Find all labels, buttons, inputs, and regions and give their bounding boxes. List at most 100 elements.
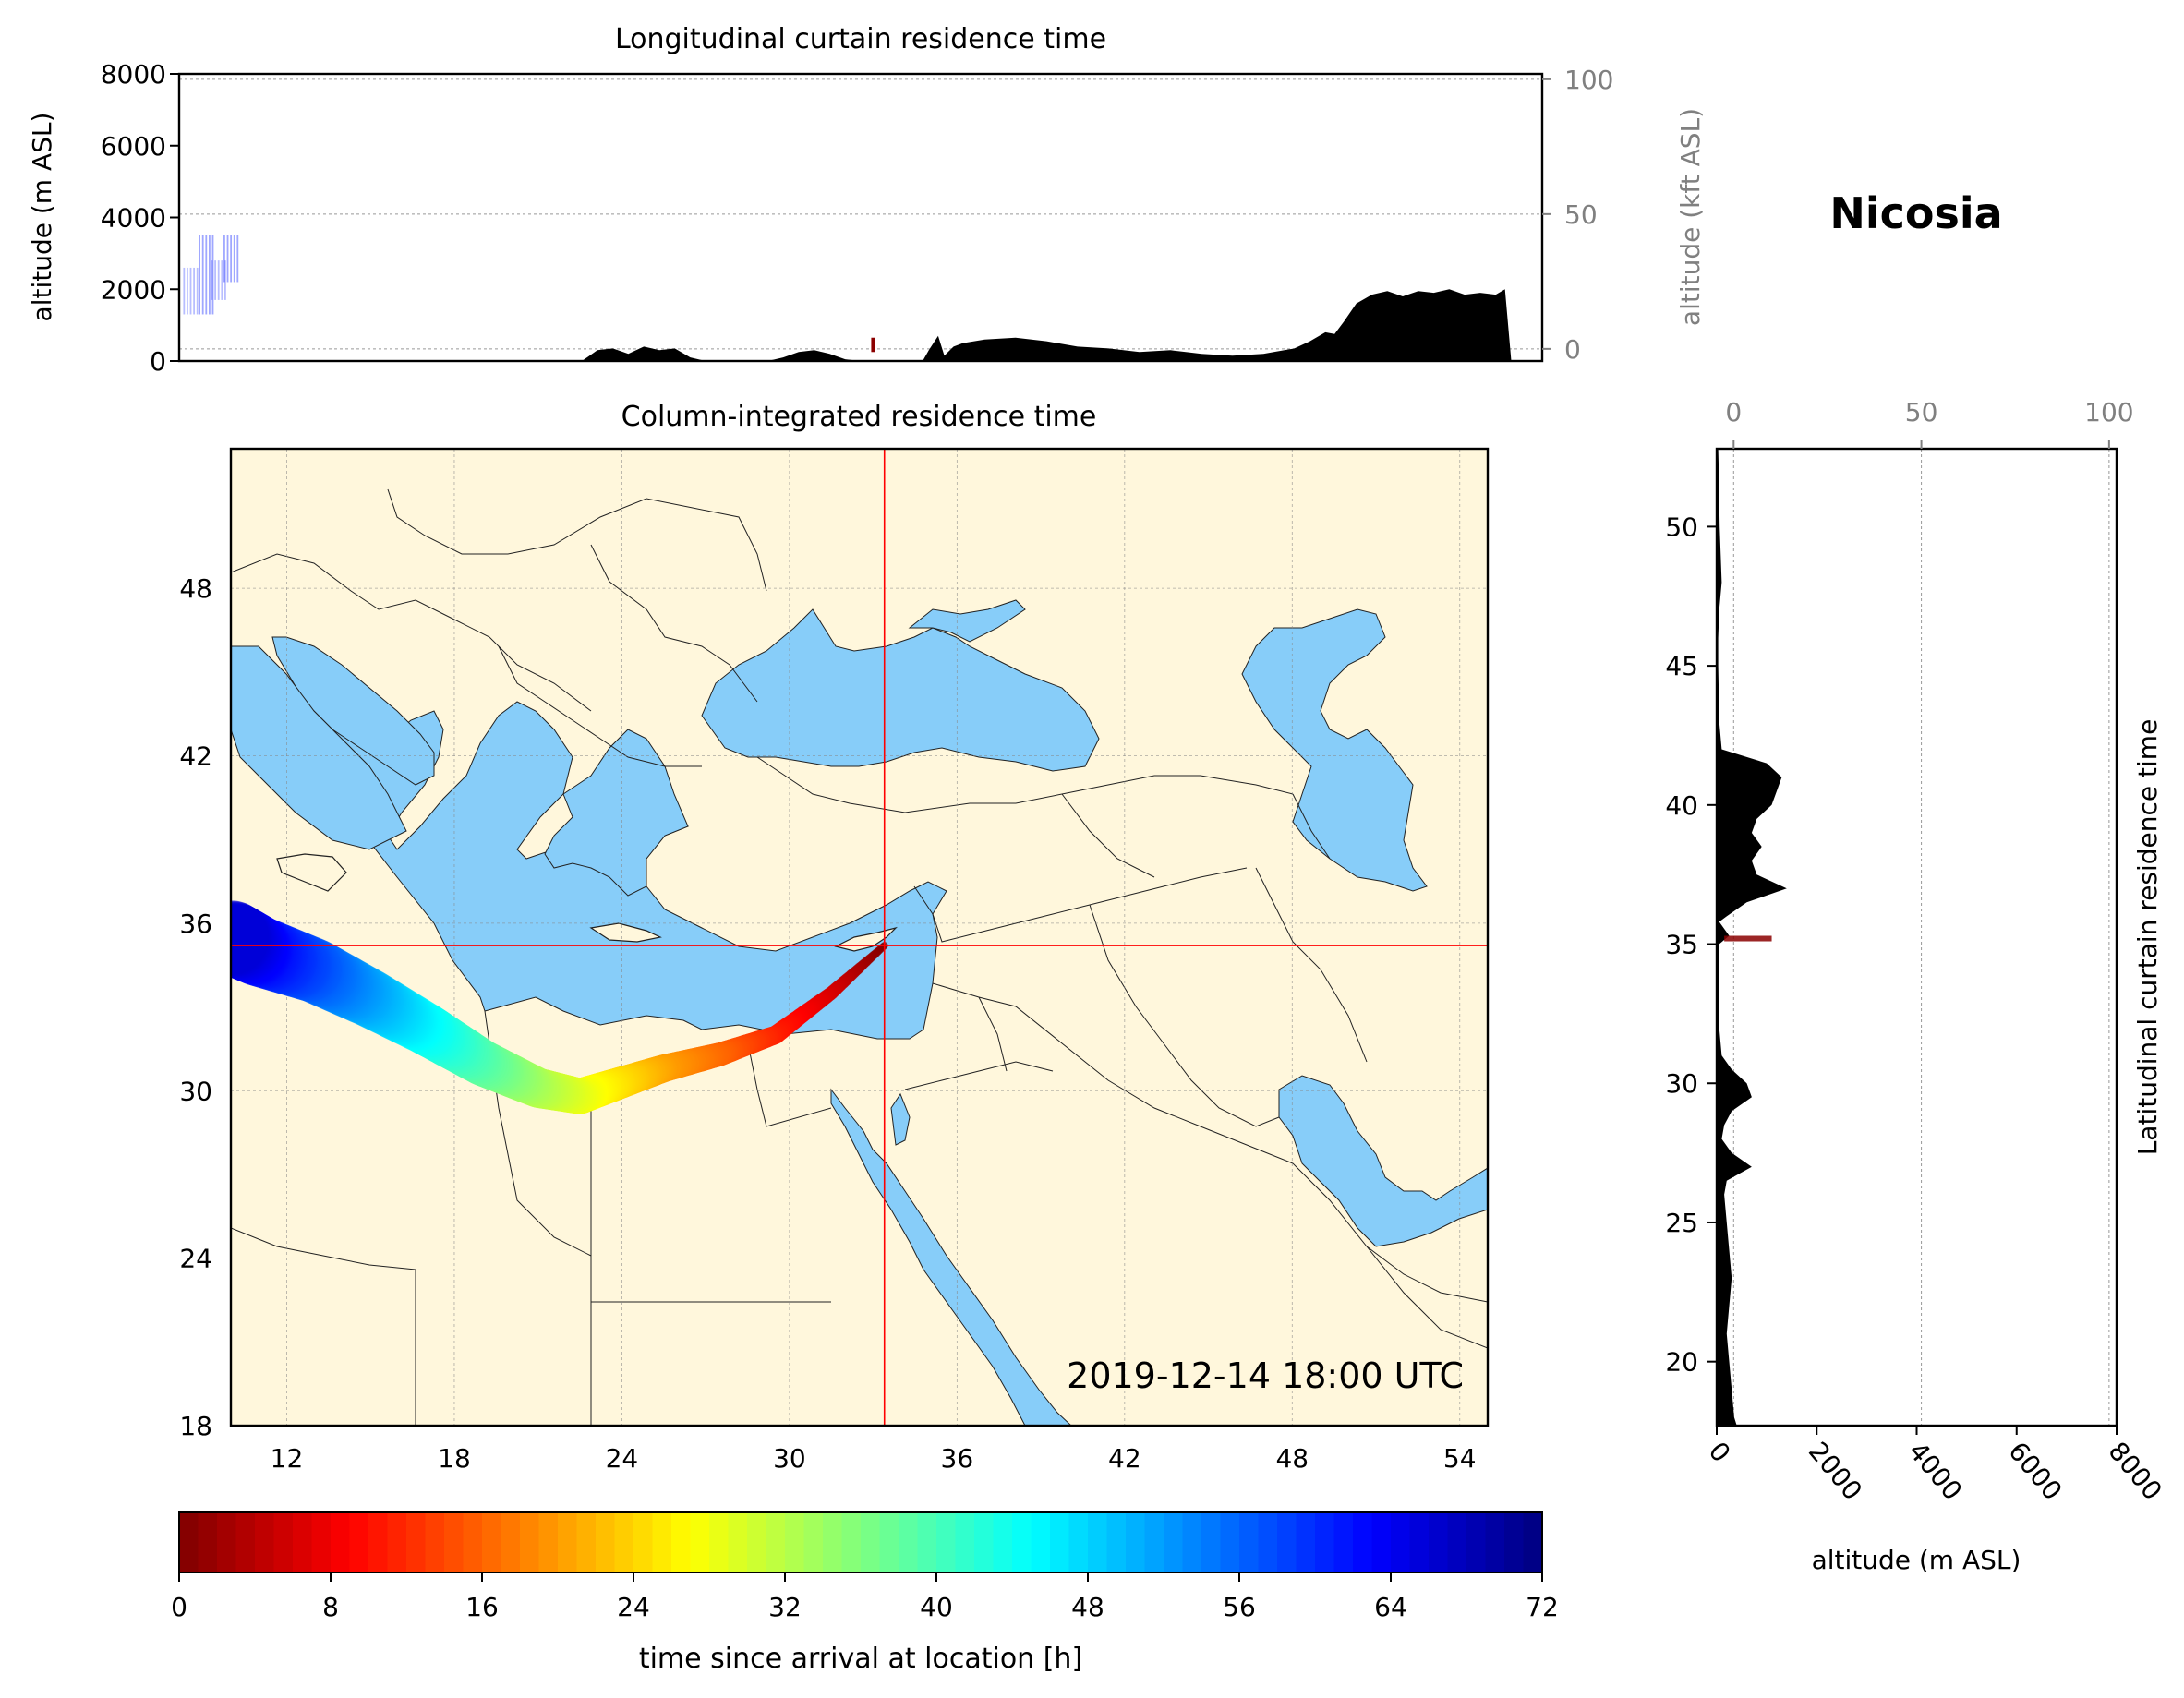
- trajectory-point: [380, 992, 436, 1047]
- longitudinal-plume-cell: [226, 235, 229, 283]
- trajectory-point: [390, 997, 443, 1051]
- trajectory-point: [231, 915, 293, 986]
- trajectory-point: [249, 926, 319, 994]
- longitudinal-ytick-label: 4000: [101, 203, 166, 234]
- colorbar-band: [974, 1512, 995, 1572]
- trajectory-point: [239, 921, 309, 992]
- trajectory-point: [351, 975, 409, 1033]
- trajectory-point: [231, 914, 292, 985]
- trajectory-point: [231, 918, 300, 988]
- trajectory-point: [340, 969, 399, 1028]
- colorbar-band: [1050, 1512, 1070, 1572]
- trajectory-point: [273, 934, 340, 1001]
- colorbar-band: [1201, 1512, 1222, 1572]
- latitudinal-xtick-label: 2000: [1803, 1436, 1868, 1506]
- trajectory-point: [377, 990, 431, 1044]
- colorbar-band: [576, 1512, 597, 1572]
- trajectory-point: [362, 981, 418, 1038]
- trajectory-point: [231, 917, 298, 988]
- latitudinal-xtick-top-label: 50: [1905, 397, 1938, 428]
- longitudinal-y-ticks: 0 2000 4000 6000 8000: [101, 59, 179, 377]
- longitudinal-plume-cell: [223, 235, 225, 283]
- trajectory-point: [231, 919, 301, 989]
- trajectory-point: [231, 900, 269, 975]
- longitudinal-plume-cell: [196, 267, 199, 315]
- colorbar-band: [463, 1512, 483, 1572]
- colorbar-band: [482, 1512, 502, 1572]
- colorbar-band: [1258, 1512, 1278, 1572]
- longitudinal-plume-cell: [183, 267, 186, 315]
- trajectory-point: [231, 902, 272, 977]
- trajectory-point: [266, 932, 332, 999]
- colorbar-band: [1144, 1512, 1164, 1572]
- trajectory-point: [357, 979, 415, 1036]
- adriatic-sea: [271, 636, 435, 786]
- colorbar-band: [444, 1512, 465, 1572]
- trajectory-point: [345, 971, 404, 1030]
- aegean-sea: [544, 729, 689, 897]
- longitudinal-title: Longitudinal curtain residence time: [615, 23, 1106, 55]
- trajectory-point: [235, 920, 305, 990]
- map-ytick-label: 18: [179, 1411, 212, 1441]
- longitudinal-plume-cell: [199, 235, 200, 315]
- colorbar-band: [728, 1512, 748, 1572]
- longitudinal-ytick-label: 0: [150, 346, 166, 377]
- trajectory-point: [301, 948, 365, 1011]
- colorbar-band: [785, 1512, 805, 1572]
- trajectory-point: [358, 980, 416, 1036]
- trajectory-point: [242, 923, 311, 992]
- longitudinal-plume-cell: [211, 260, 213, 300]
- trajectory-point: [355, 977, 412, 1034]
- latitudinal-plot-bg: [1717, 449, 2117, 1426]
- longitudinal-plume-cell: [205, 235, 208, 315]
- trajectory-point: [296, 945, 360, 1009]
- gulf-of-aqaba: [890, 1092, 911, 1146]
- trajectory-point: [300, 947, 363, 1011]
- trajectory-point: [325, 960, 385, 1021]
- longitudinal-plume-cell: [193, 267, 196, 315]
- trajectory-point: [348, 973, 406, 1031]
- colorbar-band: [633, 1512, 654, 1572]
- map-xtick-label: 30: [773, 1443, 806, 1474]
- trajectory-point: [397, 1001, 451, 1054]
- latitudinal-xlabel: altitude (m ASL): [1812, 1545, 2021, 1575]
- colorbar-band: [1239, 1512, 1260, 1572]
- trajectory-point: [231, 916, 296, 987]
- trajectory-point: [281, 937, 346, 1003]
- longitudinal-plume-cell: [214, 260, 217, 300]
- trajectory-point: [368, 984, 424, 1041]
- colorbar-band: [1315, 1512, 1335, 1572]
- trajectory-point: [370, 986, 427, 1042]
- trajectory-point: [333, 965, 393, 1025]
- colorbar-band: [538, 1512, 559, 1572]
- trajectory-point: [275, 935, 341, 1001]
- trajectory-point: [360, 980, 417, 1037]
- trajectory-point: [253, 927, 320, 995]
- longitudinal-ylabel-right: altitude (kft ASL): [1675, 108, 1706, 326]
- trajectory-point: [298, 946, 362, 1010]
- colorbar-band: [671, 1512, 692, 1572]
- colorbar-band: [803, 1512, 824, 1572]
- longitudinal-plume-cell: [224, 260, 226, 300]
- latitudinal-ytick-label: 45: [1665, 651, 1698, 681]
- latitudinal-terrain: [1717, 449, 1787, 1426]
- colorbar-band: [255, 1512, 275, 1572]
- trajectory-point: [318, 957, 379, 1018]
- trajectory-point: [329, 963, 390, 1023]
- trajectory-point: [323, 959, 384, 1020]
- colorbar-frame: [178, 1511, 1543, 1573]
- colorbar-band: [1371, 1512, 1392, 1572]
- trajectory-point: [231, 903, 273, 977]
- longitudinal-ytick-right-label: 50: [1564, 199, 1598, 230]
- colorbar-band: [1485, 1512, 1505, 1572]
- colorbar-band: [709, 1512, 730, 1572]
- trajectory-point: [231, 907, 280, 981]
- colorbar-bands: [179, 1512, 1543, 1572]
- trajectory-point: [293, 944, 356, 1007]
- trajectory-point: [322, 959, 383, 1020]
- column-title: Column-integrated residence time: [621, 401, 1097, 433]
- trajectory-point: [260, 930, 328, 997]
- colorbar-band: [899, 1512, 919, 1572]
- trajectory-point: [282, 938, 347, 1004]
- map-ytick-label: 42: [179, 741, 212, 772]
